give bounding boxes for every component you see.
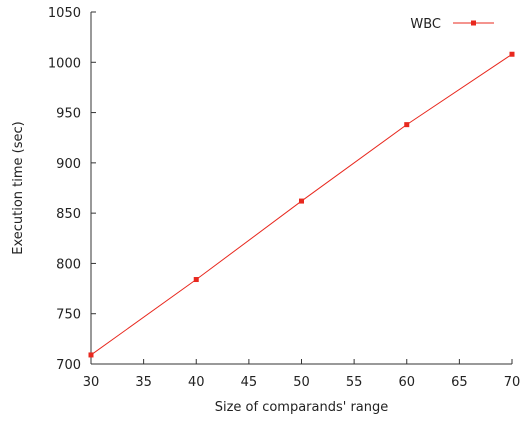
axes bbox=[90, 12, 512, 365]
x-tick-label: 60 bbox=[398, 375, 415, 390]
data-point bbox=[299, 198, 304, 204]
y-tick-label: 800 bbox=[56, 257, 81, 272]
x-tick-label: 35 bbox=[135, 375, 152, 390]
x-axis-label: Size of comparands' range bbox=[215, 400, 389, 415]
data-point bbox=[88, 352, 94, 358]
legend-label-wbc: WBC bbox=[410, 17, 441, 32]
x-tick-label: 45 bbox=[241, 375, 258, 390]
x-tick-label: 40 bbox=[188, 375, 205, 390]
plot-area bbox=[88, 51, 515, 358]
x-tick-label: 50 bbox=[293, 375, 310, 390]
y-tick-label: 700 bbox=[56, 358, 81, 373]
data-point bbox=[509, 51, 515, 57]
y-tick-label: 1000 bbox=[48, 56, 81, 71]
x-ticks: 30 35 40 45 50 55 60 65 70 bbox=[83, 359, 521, 390]
x-tick-label: 70 bbox=[504, 375, 521, 390]
x-tick-label: 55 bbox=[346, 375, 363, 390]
data-point bbox=[404, 122, 410, 128]
y-tick-label: 1050 bbox=[48, 6, 81, 21]
legend-marker-wbc bbox=[471, 20, 476, 26]
y-tick-label: 950 bbox=[56, 107, 81, 122]
y-tick-label: 750 bbox=[56, 308, 81, 323]
x-tick-label: 30 bbox=[83, 375, 100, 390]
series-line-wbc bbox=[90, 53, 513, 356]
x-tick-label: 65 bbox=[451, 375, 468, 390]
y-tick-label: 850 bbox=[56, 207, 81, 222]
y-tick-label: 900 bbox=[56, 157, 81, 172]
legend: WBC bbox=[410, 17, 494, 32]
y-axis-label: Execution time (sec) bbox=[11, 121, 26, 255]
data-point bbox=[193, 277, 199, 283]
y-ticks: 700 750 800 850 900 950 1000 1050 bbox=[48, 6, 96, 373]
